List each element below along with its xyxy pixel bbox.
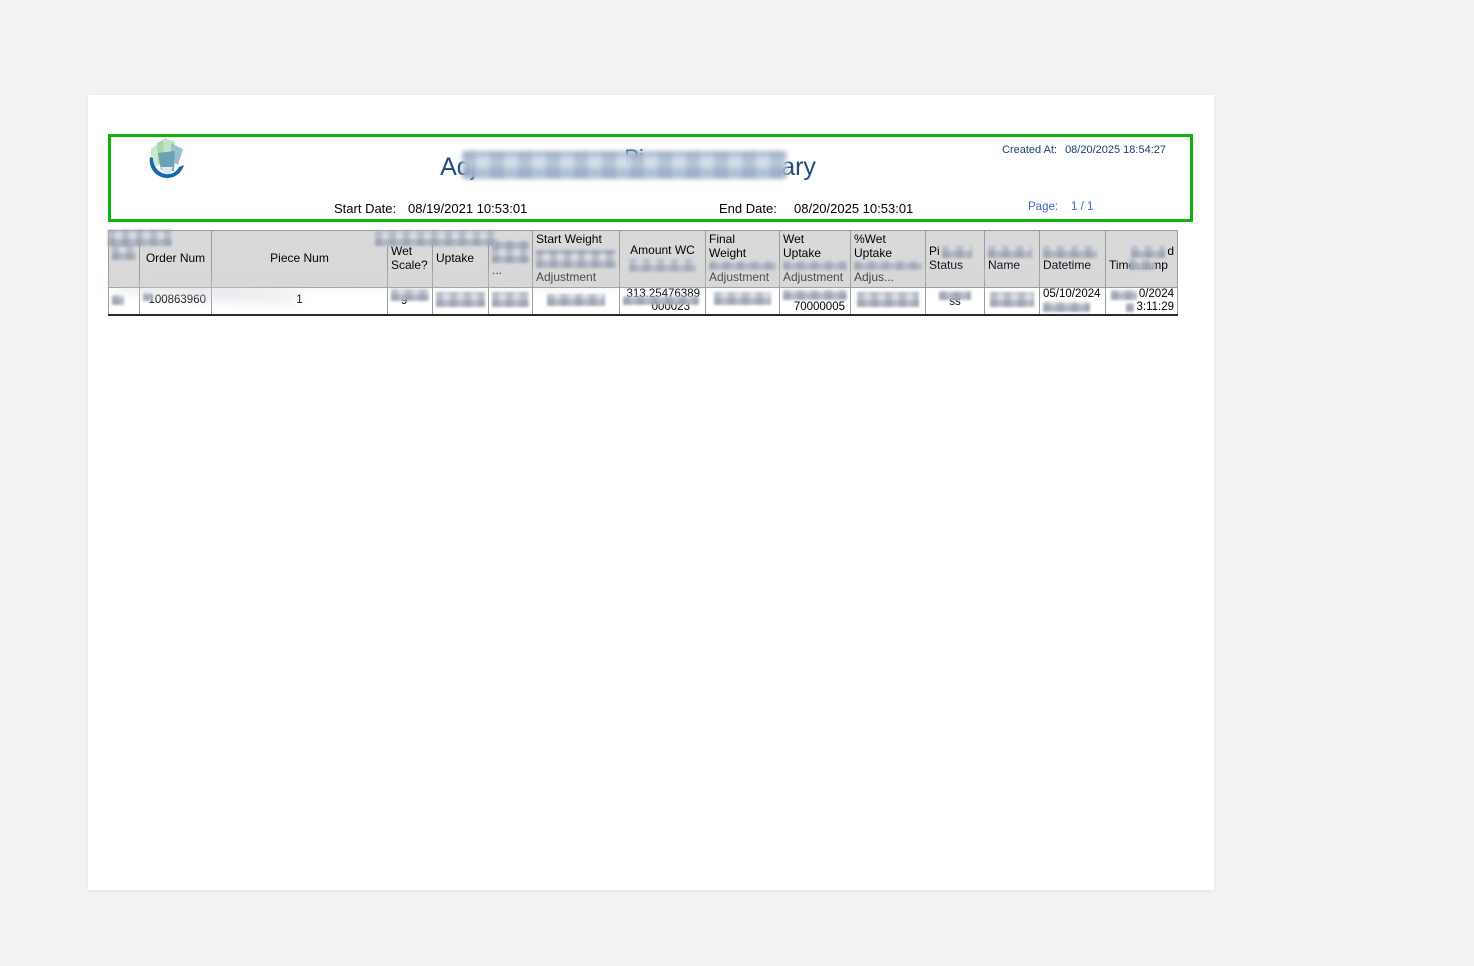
column-header-datetime: Datetime bbox=[1039, 230, 1106, 288]
report-page: Created At: 08/20/2025 18:54:27 Adj Pi a… bbox=[88, 95, 1214, 890]
redaction-overlay bbox=[854, 261, 922, 270]
cell-redacted bbox=[532, 287, 620, 316]
column-header-pct-wet-uptake-adjustment: %Wet Uptake Adjus... bbox=[850, 230, 926, 288]
end-date-value: 08/20/2025 10:53:01 bbox=[794, 201, 914, 216]
column-header-status: Pi Status bbox=[925, 230, 985, 288]
cell-wet-uptake-adjustment: 70000005 bbox=[779, 287, 851, 316]
redaction-overlay bbox=[391, 289, 429, 301]
column-header-start-weight-adjustment: Start Weight Adjustment bbox=[532, 230, 620, 288]
report-title-redacted: Pi bbox=[462, 145, 788, 183]
redaction-overlay bbox=[1129, 259, 1155, 270]
brand-logo-icon bbox=[145, 137, 187, 188]
redaction-overlay bbox=[988, 245, 1033, 258]
column-header-amount-wc: Amount WC bbox=[619, 230, 706, 288]
redaction-overlay bbox=[1043, 245, 1098, 258]
cell-redacted bbox=[488, 287, 533, 316]
cell-piece-num: 1 bbox=[211, 287, 388, 316]
column-header-timestamp: d Timestamp bbox=[1105, 230, 1178, 288]
created-at: Created At: 08/20/2025 18:54:27 bbox=[1002, 144, 1166, 156]
redaction-overlay bbox=[375, 231, 497, 246]
cell-timestamp: 0/2024 3:11:29 bbox=[1105, 287, 1178, 316]
redaction-overlay bbox=[1126, 303, 1135, 312]
start-date-value: 08/19/2021 10:53:01 bbox=[408, 201, 528, 216]
created-at-value: 08/20/2025 18:54:27 bbox=[1065, 144, 1166, 156]
redaction-overlay bbox=[1043, 302, 1091, 312]
redaction-overlay bbox=[108, 230, 172, 246]
cell-redacted bbox=[984, 287, 1040, 316]
redaction-overlay bbox=[436, 292, 485, 307]
redaction-overlay bbox=[492, 240, 529, 263]
cell-redacted bbox=[850, 287, 926, 316]
report-table-container: Order Num Piece Num Wet Scale? Uptake bbox=[103, 230, 1187, 316]
cell-order-num: 100863960 bbox=[139, 287, 212, 316]
cell-wet-scale: 9 bbox=[387, 287, 433, 316]
redaction-overlay bbox=[783, 290, 847, 300]
report-title: Adj Pi ary bbox=[440, 145, 816, 183]
redaction-overlay bbox=[989, 292, 1035, 307]
date-range-row: Start Date: 08/19/2021 10:53:01 End Date… bbox=[111, 201, 1190, 217]
redaction-overlay bbox=[939, 291, 971, 300]
redaction-overlay bbox=[941, 245, 972, 258]
redaction-overlay bbox=[112, 295, 124, 305]
cell-redacted bbox=[432, 287, 489, 316]
cell-redacted bbox=[705, 287, 780, 316]
redaction-overlay bbox=[628, 258, 697, 272]
page-value: 1 / 1 bbox=[1071, 201, 1094, 213]
created-at-label: Created At: bbox=[1002, 144, 1058, 156]
column-header-wet-uptake-adjustment: Wet Uptake Adjustment bbox=[779, 230, 851, 288]
redaction-overlay bbox=[1110, 289, 1137, 300]
redaction-overlay bbox=[714, 292, 771, 305]
redaction-overlay bbox=[857, 292, 919, 307]
column-header-piece-num: Piece Num bbox=[211, 230, 388, 288]
column-header-final-weight-adjustment: Final Weight Adjustment bbox=[705, 230, 780, 288]
table-header-row: Order Num Piece Num Wet Scale? Uptake bbox=[108, 230, 1178, 288]
redaction-overlay bbox=[623, 296, 699, 305]
report-table: Order Num Piece Num Wet Scale? Uptake bbox=[108, 230, 1178, 316]
start-date-label: Start Date: bbox=[334, 201, 397, 216]
column-header-name: Name bbox=[984, 230, 1040, 288]
redaction-overlay bbox=[1131, 245, 1166, 258]
redaction-overlay bbox=[547, 294, 605, 306]
cell-redacted bbox=[108, 287, 140, 316]
redaction-overlay bbox=[709, 261, 776, 270]
redaction-overlay bbox=[462, 151, 788, 179]
cell-status: ss bbox=[925, 287, 985, 316]
report-header-box: Created At: 08/20/2025 18:54:27 Adj Pi a… bbox=[108, 134, 1193, 222]
table-row: 100863960 1 9 bbox=[108, 287, 1178, 316]
cell-datetime: 05/10/2024 bbox=[1039, 287, 1106, 316]
redaction-overlay bbox=[492, 292, 529, 307]
page-label: Page: bbox=[1028, 201, 1059, 213]
cell-amount-wc: 313.25476389 000023 bbox=[619, 287, 706, 316]
redaction-overlay bbox=[536, 249, 616, 268]
redaction-overlay bbox=[783, 261, 847, 270]
end-date-label: End Date: bbox=[719, 201, 777, 216]
redaction-overlay bbox=[143, 293, 153, 301]
